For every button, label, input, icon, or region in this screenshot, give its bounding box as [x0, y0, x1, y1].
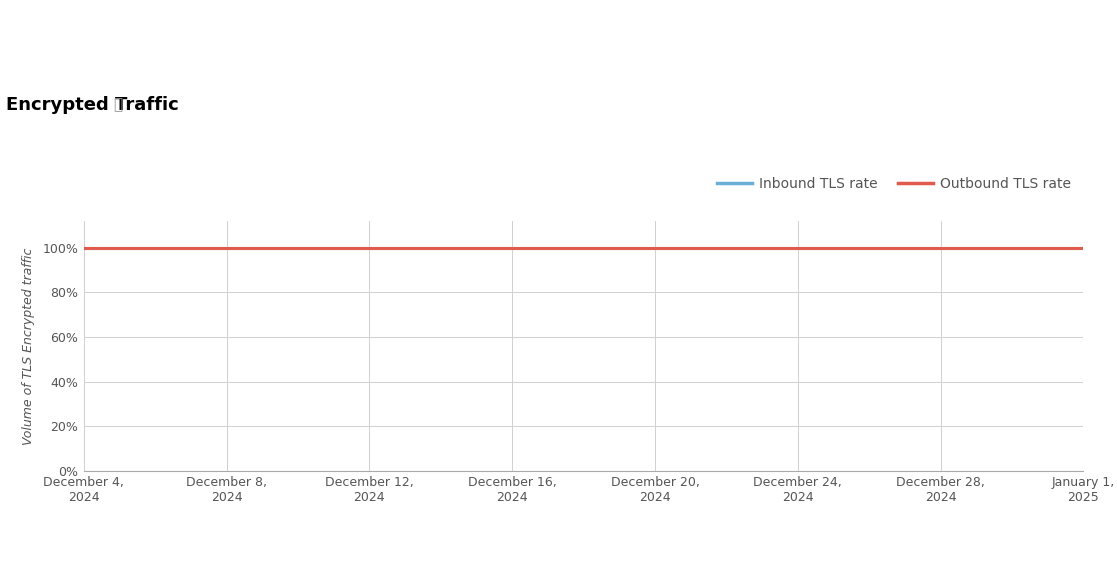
Text: Encrypted Traffic: Encrypted Traffic — [7, 96, 179, 114]
Text: >: > — [164, 23, 182, 43]
Text: ⓘ: ⓘ — [114, 98, 123, 112]
Legend: Inbound TLS rate, Outbound TLS rate: Inbound TLS rate, Outbound TLS rate — [712, 171, 1077, 197]
Text: Encryption: Encryption — [207, 23, 318, 43]
Y-axis label: Volume of TLS Encrypted traffic: Volume of TLS Encrypted traffic — [22, 247, 36, 445]
Text: ▾: ▾ — [296, 26, 303, 40]
